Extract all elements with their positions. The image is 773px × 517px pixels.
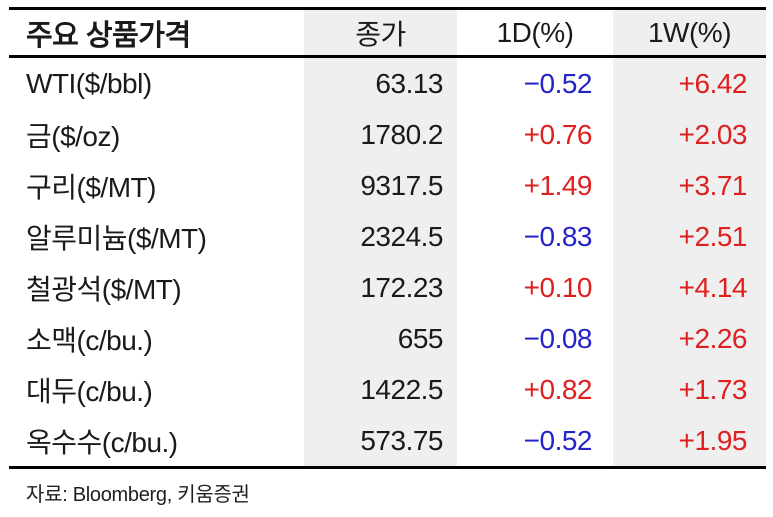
change-1w: +3.71 [613, 160, 766, 211]
change-1d: +1.49 [523, 169, 593, 201]
table-row: 금($/oz) 1780.2 +0.76 +2.03 [9, 109, 766, 160]
change-1d: −0.52 [523, 67, 593, 99]
row-label: 알루미늄($/MT) [26, 222, 207, 254]
table-row: 소맥(c/bu.) 655 −0.08 +2.26 [9, 313, 766, 364]
row-label: 금($/oz) [26, 120, 120, 152]
change-1w: +2.03 [613, 109, 766, 160]
row-label: 소맥(c/bu.) [26, 324, 153, 356]
row-label: 철광석($/MT) [26, 273, 182, 305]
change-1d: +0.10 [523, 271, 593, 303]
change-1d: −0.08 [523, 322, 593, 354]
row-label: WTI($/bbl) [26, 67, 152, 99]
close-value: 172.23 [304, 262, 457, 313]
column-header-1w: 1W(%) [613, 10, 766, 55]
table-header-row: 주요 상품가격 종가 1D(%) 1W(%) [9, 10, 766, 58]
row-label: 옥수수(c/bu.) [26, 426, 178, 458]
close-value: 655 [304, 313, 457, 364]
source-note: 자료: Bloomberg, 키움증권 [26, 484, 250, 506]
table-row: 구리($/MT) 9317.5 +1.49 +3.71 [9, 160, 766, 211]
change-1d: +0.82 [523, 373, 593, 405]
table-row: WTI($/bbl) 63.13 −0.52 +6.42 [9, 58, 766, 109]
column-header-1d: 1D(%) [496, 16, 574, 48]
change-1d: −0.52 [523, 424, 593, 456]
change-1w: +1.73 [613, 364, 766, 415]
change-1w: +2.51 [613, 211, 766, 262]
close-value: 2324.5 [304, 211, 457, 262]
row-label: 구리($/MT) [26, 171, 156, 203]
column-header-close: 종가 [304, 10, 457, 55]
close-value: 1422.5 [304, 364, 457, 415]
close-value: 1780.2 [304, 109, 457, 160]
close-value: 63.13 [304, 58, 457, 109]
commodity-price-table: 주요 상품가격 종가 1D(%) 1W(%) WTI($/bbl) 63.13 … [9, 7, 766, 469]
close-value: 9317.5 [304, 160, 457, 211]
change-1w: +6.42 [613, 58, 766, 109]
change-1w: +1.95 [613, 415, 766, 466]
change-1d: +0.76 [523, 118, 593, 150]
table-row: 알루미늄($/MT) 2324.5 −0.83 +2.51 [9, 211, 766, 262]
change-1w: +2.26 [613, 313, 766, 364]
row-label: 대두(c/bu.) [26, 375, 153, 407]
table-row: 대두(c/bu.) 1422.5 +0.82 +1.73 [9, 364, 766, 415]
table-title: 주요 상품가격 [26, 19, 191, 52]
table-row: 철광석($/MT) 172.23 +0.10 +4.14 [9, 262, 766, 313]
table-row: 옥수수(c/bu.) 573.75 −0.52 +1.95 [9, 415, 766, 466]
change-1d: −0.83 [523, 220, 593, 252]
close-value: 573.75 [304, 415, 457, 466]
change-1w: +4.14 [613, 262, 766, 313]
